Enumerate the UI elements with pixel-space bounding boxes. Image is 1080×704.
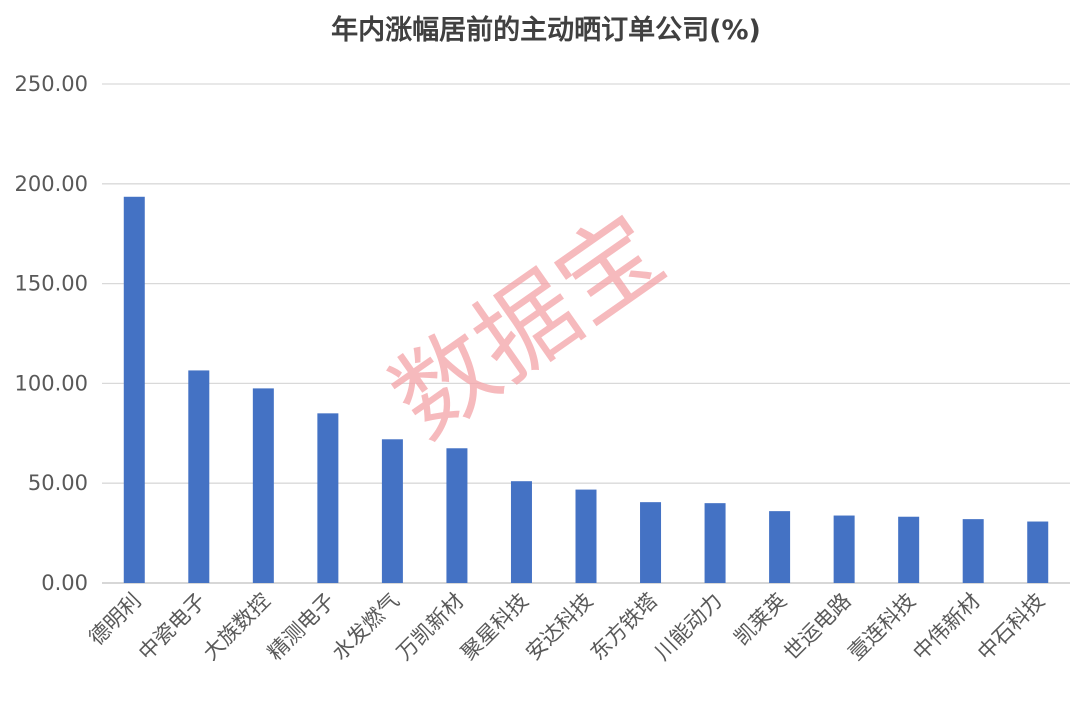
bar-14 [1027,521,1049,583]
bar-1 [188,370,210,583]
bar-11 [833,515,855,583]
bar-9 [704,503,726,583]
y-tick-label: 100.00 [15,371,88,395]
y-tick-label: 200.00 [15,172,88,196]
x-tick-label: 精测电子 [263,589,339,665]
y-tick-label: 150.00 [15,272,88,296]
bar-2 [252,388,274,583]
watermark: 数据宝 [371,192,684,460]
x-tick-label: 安达科技 [521,589,597,665]
bar-5 [446,448,468,583]
x-tick-label: 中瓷电子 [134,589,210,665]
bar-7 [575,489,597,583]
bar-12 [898,516,920,583]
x-tick-label: 大族数控 [199,589,275,665]
x-tick-label: 水发燃气 [328,589,404,665]
x-tick-label: 聚星科技 [457,589,533,665]
bar-8 [640,502,662,583]
bar-0 [123,196,145,584]
x-tick-label: 壹连科技 [844,589,920,665]
x-tick-label: 凯莱英 [730,589,792,651]
x-tick-label: 川能动力 [650,589,726,665]
x-tick-label: 东方铁塔 [586,589,662,665]
bar-6 [510,481,532,583]
bar-4 [381,439,403,583]
x-tick-label: 中伟新材 [908,589,984,665]
y-axis-ticks: 0.00 50.00 100.00 150.00 200.00 250.00 [15,72,88,595]
x-tick-label: 中石科技 [973,589,1049,665]
y-tick-label: 0.00 [41,571,88,595]
bar-13 [962,519,984,583]
x-tick-label: 世运电路 [779,589,855,665]
bar-10 [769,511,791,583]
x-axis-ticks: 德明利中瓷电子大族数控精测电子水发燃气万凯新材聚星科技安达科技东方铁塔川能动力凯… [84,589,1049,665]
y-tick-label: 50.00 [28,471,88,495]
y-tick-label: 250.00 [15,72,88,96]
x-tick-label: 万凯新材 [392,589,468,665]
bar-3 [317,413,339,583]
x-tick-label: 德明利 [84,589,146,651]
bars [123,196,1049,584]
chart-title: 年内涨幅居前的主动晒订单公司(%) [331,14,761,46]
